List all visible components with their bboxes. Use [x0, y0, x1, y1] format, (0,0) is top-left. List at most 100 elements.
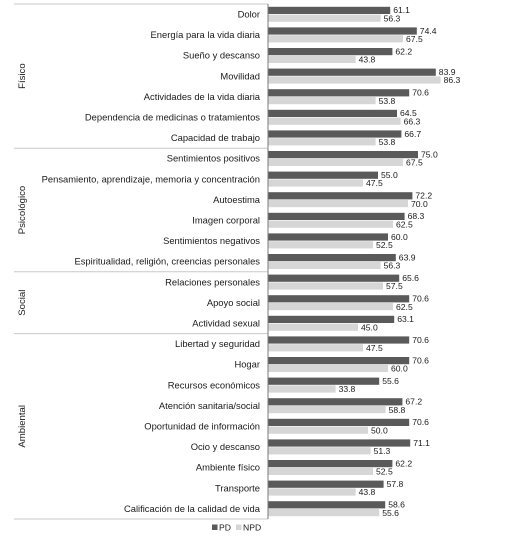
- value-label-npd-6: 53.8: [379, 137, 396, 147]
- value-label-pd-4: 70.6: [412, 88, 429, 98]
- bar-pd-5: [268, 109, 397, 117]
- bar-pd-15: [268, 315, 395, 323]
- bar-npd-5: [268, 117, 401, 125]
- bar-pd-12: [268, 254, 396, 262]
- value-label-npd-15: 45.0: [361, 322, 378, 332]
- bar-pd-9: [268, 192, 413, 200]
- category-label-9: Autoestima: [213, 194, 261, 205]
- category-label-7: Sentimientos positivos: [167, 153, 261, 164]
- value-label-pd-6: 66.7: [404, 129, 421, 139]
- value-label-pd-16: 70.6: [412, 335, 429, 345]
- category-label-23: Transporte: [215, 482, 260, 493]
- bar-pd-1: [268, 27, 417, 35]
- bar-npd-15: [268, 323, 358, 331]
- legend: PD NPD: [212, 523, 261, 533]
- bar-npd-10: [268, 220, 393, 228]
- value-label-npd-4: 53.8: [379, 96, 396, 106]
- category-label-19: Atención sanitaria/social: [159, 400, 260, 411]
- value-label-npd-18: 33.8: [339, 384, 356, 394]
- group-labels: Físico Psicológico Social Ambiental: [17, 63, 28, 447]
- bar-pd-16: [268, 336, 410, 344]
- value-label-npd-17: 60.0: [391, 364, 408, 374]
- value-label-npd-22: 52.5: [376, 467, 393, 477]
- bar-npd-6: [268, 138, 376, 146]
- bar-npd-21: [268, 447, 371, 455]
- bar-npd-7: [268, 158, 403, 166]
- bar-npd-3: [268, 76, 441, 84]
- bar-npd-24: [268, 509, 380, 517]
- bar-pd-19: [268, 398, 403, 406]
- category-label-6: Capacidad de trabajo: [171, 132, 260, 143]
- value-label-pd-9: 72.2: [415, 191, 432, 201]
- bar-npd-14: [268, 303, 393, 311]
- category-label-18: Recursos económicos: [168, 379, 261, 390]
- value-label-pd-21: 71.1: [413, 438, 430, 448]
- bar-npd-17: [268, 364, 388, 372]
- category-label-8: Pensamiento, aprendizaje, memoria y conc…: [42, 173, 260, 184]
- value-label-pd-22: 62.2: [395, 458, 412, 468]
- bar-pd-23: [268, 480, 384, 488]
- value-label-pd-14: 70.6: [412, 294, 429, 304]
- value-label-pd-5: 64.5: [400, 108, 417, 118]
- legend-swatch-0: [212, 524, 218, 530]
- bar-pd-4: [268, 89, 410, 97]
- value-label-pd-7: 75.0: [421, 149, 438, 159]
- value-label-npd-21: 51.3: [374, 446, 391, 456]
- value-label-pd-19: 67.2: [405, 397, 422, 407]
- category-label-11: Sentimientos negativos: [163, 235, 260, 246]
- value-label-pd-18: 55.6: [382, 376, 399, 386]
- bar-pd-24: [268, 501, 386, 509]
- category-label-2: Sueño y descanso: [183, 50, 260, 61]
- value-label-npd-23: 43.8: [359, 487, 376, 497]
- category-label-21: Ocio y descanso: [191, 441, 260, 452]
- bar-npd-20: [268, 426, 368, 434]
- bar-npd-16: [268, 344, 363, 352]
- bar-pd-22: [268, 460, 393, 468]
- value-label-pd-15: 63.1: [397, 314, 414, 324]
- legend-label-1: NPD: [243, 523, 261, 533]
- value-label-npd-1: 67.5: [406, 34, 423, 44]
- value-label-pd-24: 58.6: [388, 500, 405, 510]
- value-label-npd-13: 57.5: [386, 281, 403, 291]
- bar-pd-14: [268, 295, 410, 303]
- group-label-2: Social: [17, 290, 28, 316]
- category-label-13: Relaciones personales: [165, 276, 260, 287]
- bar-npd-13: [268, 282, 383, 290]
- bar-pd-3: [268, 68, 436, 76]
- category-label-16: Libertad y seguridad: [175, 338, 260, 349]
- group-label-0: Físico: [17, 63, 28, 89]
- bar-npd-0: [268, 14, 381, 22]
- value-label-npd-20: 50.0: [371, 425, 388, 435]
- value-label-pd-0: 61.1: [393, 5, 410, 15]
- bar-pd-10: [268, 212, 405, 220]
- value-label-pd-23: 57.8: [387, 479, 404, 489]
- bar-npd-22: [268, 467, 373, 475]
- value-label-pd-17: 70.6: [412, 355, 429, 365]
- bar-npd-19: [268, 406, 386, 414]
- value-label-pd-1: 74.4: [420, 26, 437, 36]
- category-label-14: Apoyo social: [207, 297, 260, 308]
- bar-npd-12: [268, 261, 381, 269]
- bar-npd-4: [268, 97, 376, 105]
- value-label-npd-2: 43.8: [359, 55, 376, 65]
- bar-pd-0: [268, 6, 391, 14]
- bar-pd-8: [268, 171, 378, 179]
- category-label-1: Energía para la vida diaria: [151, 29, 261, 40]
- value-label-npd-16: 47.5: [366, 343, 383, 353]
- bar-npd-8: [268, 179, 363, 187]
- bar-pd-20: [268, 418, 410, 426]
- category-label-0: Dolor: [238, 9, 260, 20]
- value-label-npd-24: 55.6: [382, 508, 399, 518]
- value-label-npd-11: 52.5: [376, 240, 393, 250]
- value-label-pd-12: 63.9: [399, 252, 416, 262]
- category-label-22: Ambiente físico: [196, 462, 260, 473]
- bar-pd-7: [268, 151, 418, 159]
- value-label-npd-5: 66.3: [404, 116, 421, 126]
- bar-npd-11: [268, 241, 373, 249]
- category-label-20: Oportunidad de información: [144, 421, 260, 432]
- category-label-15: Actividad sexual: [192, 318, 260, 329]
- value-label-pd-2: 62.2: [395, 46, 412, 56]
- value-label-npd-9: 70.0: [411, 199, 428, 209]
- value-label-npd-3: 86.3: [444, 75, 461, 85]
- category-label-4: Actividades de la vida diaria: [144, 91, 261, 102]
